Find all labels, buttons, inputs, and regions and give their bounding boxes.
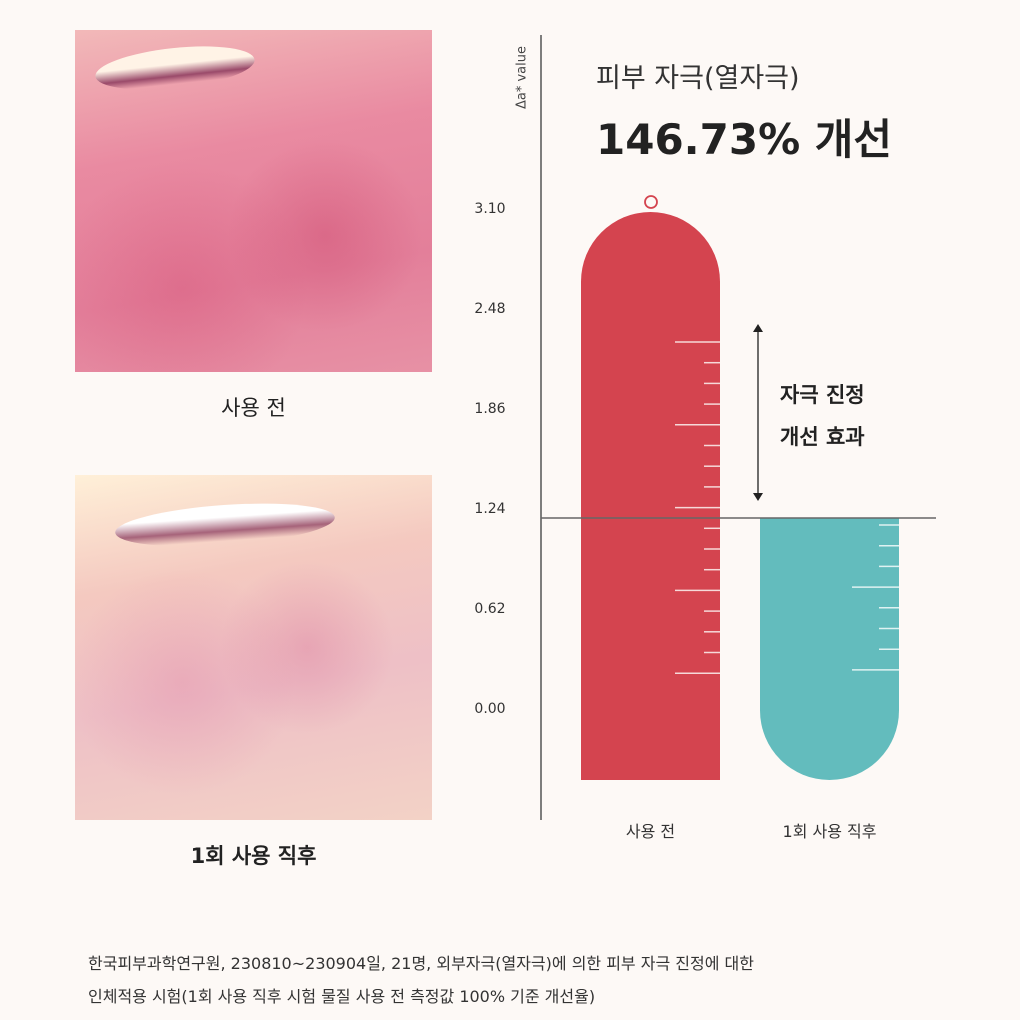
bar-before	[581, 212, 720, 780]
annotation-line2: 개선 효과	[780, 425, 865, 449]
after-photo-label: 1회 사용 직후	[190, 844, 317, 868]
y-tick-label: 1.86	[474, 401, 506, 417]
annotation-line1: 자극 진정	[780, 383, 865, 407]
y-tick-label: 3.10	[474, 201, 506, 217]
y-tick-label: 0.62	[474, 601, 506, 617]
arrow-up-icon	[753, 324, 763, 332]
y-tick-label: 2.48	[474, 301, 506, 317]
headline-subtitle: 피부 자극(열자극)	[596, 63, 800, 94]
x-label-before: 사용 전	[625, 822, 676, 841]
y-tick-label: 0.00	[474, 701, 506, 717]
before-photo-label: 사용 전	[221, 396, 286, 420]
y-tick-label: 1.24	[474, 501, 506, 517]
footnote-line1: 한국피부과학연구원, 230810~230904일, 21명, 외부자극(열자극…	[88, 954, 754, 973]
footnote-line2: 인체적용 시험(1회 사용 직후 시험 물질 사용 전 측정값 100% 기준 …	[88, 987, 596, 1006]
annotation: 자극 진정 개선 효과	[780, 374, 865, 458]
before-photo	[75, 30, 432, 372]
bar-before-marker	[644, 195, 658, 209]
bar-after	[760, 518, 899, 780]
arrow-down-icon	[753, 493, 763, 501]
after-photo	[75, 475, 432, 820]
headline-title: 146.73% 개선	[596, 115, 893, 164]
x-label-after: 1회 사용 직후	[782, 822, 877, 841]
